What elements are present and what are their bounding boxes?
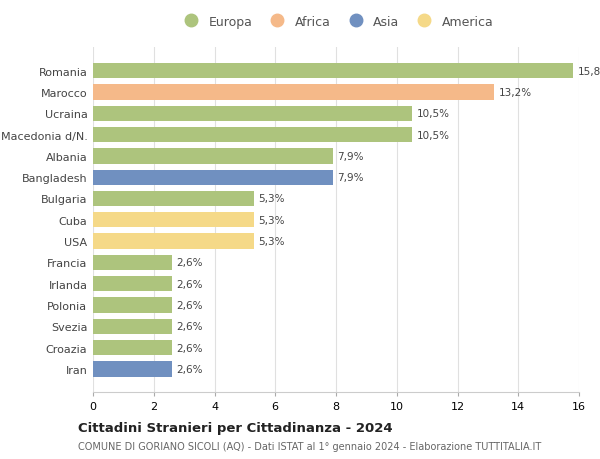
Text: 7,9%: 7,9% <box>338 173 364 183</box>
Text: COMUNE DI GORIANO SICOLI (AQ) - Dati ISTAT al 1° gennaio 2024 - Elaborazione TUT: COMUNE DI GORIANO SICOLI (AQ) - Dati IST… <box>78 441 541 451</box>
Legend: Europa, Africa, Asia, America: Europa, Africa, Asia, America <box>176 13 496 31</box>
Bar <box>93 340 172 356</box>
Text: 5,3%: 5,3% <box>259 215 285 225</box>
Text: 5,3%: 5,3% <box>259 236 285 246</box>
Text: 2,6%: 2,6% <box>176 343 203 353</box>
Text: 5,3%: 5,3% <box>259 194 285 204</box>
Bar <box>93 276 172 292</box>
Bar <box>93 106 412 122</box>
Bar <box>93 319 172 334</box>
Text: 2,6%: 2,6% <box>176 279 203 289</box>
Bar <box>93 255 172 270</box>
Bar <box>93 149 333 164</box>
Text: 2,6%: 2,6% <box>176 300 203 310</box>
Text: 2,6%: 2,6% <box>176 258 203 268</box>
Text: 10,5%: 10,5% <box>416 109 449 119</box>
Bar <box>93 213 254 228</box>
Text: 2,6%: 2,6% <box>176 364 203 374</box>
Bar <box>93 298 172 313</box>
Bar <box>93 191 254 207</box>
Text: 10,5%: 10,5% <box>416 130 449 140</box>
Bar <box>93 64 573 79</box>
Bar <box>93 170 333 185</box>
Text: Cittadini Stranieri per Cittadinanza - 2024: Cittadini Stranieri per Cittadinanza - 2… <box>78 421 392 434</box>
Bar <box>93 362 172 377</box>
Text: 15,8%: 15,8% <box>577 67 600 77</box>
Bar <box>93 128 412 143</box>
Bar <box>93 85 494 101</box>
Text: 2,6%: 2,6% <box>176 322 203 331</box>
Bar <box>93 234 254 249</box>
Text: 13,2%: 13,2% <box>499 88 532 98</box>
Text: 7,9%: 7,9% <box>338 151 364 162</box>
